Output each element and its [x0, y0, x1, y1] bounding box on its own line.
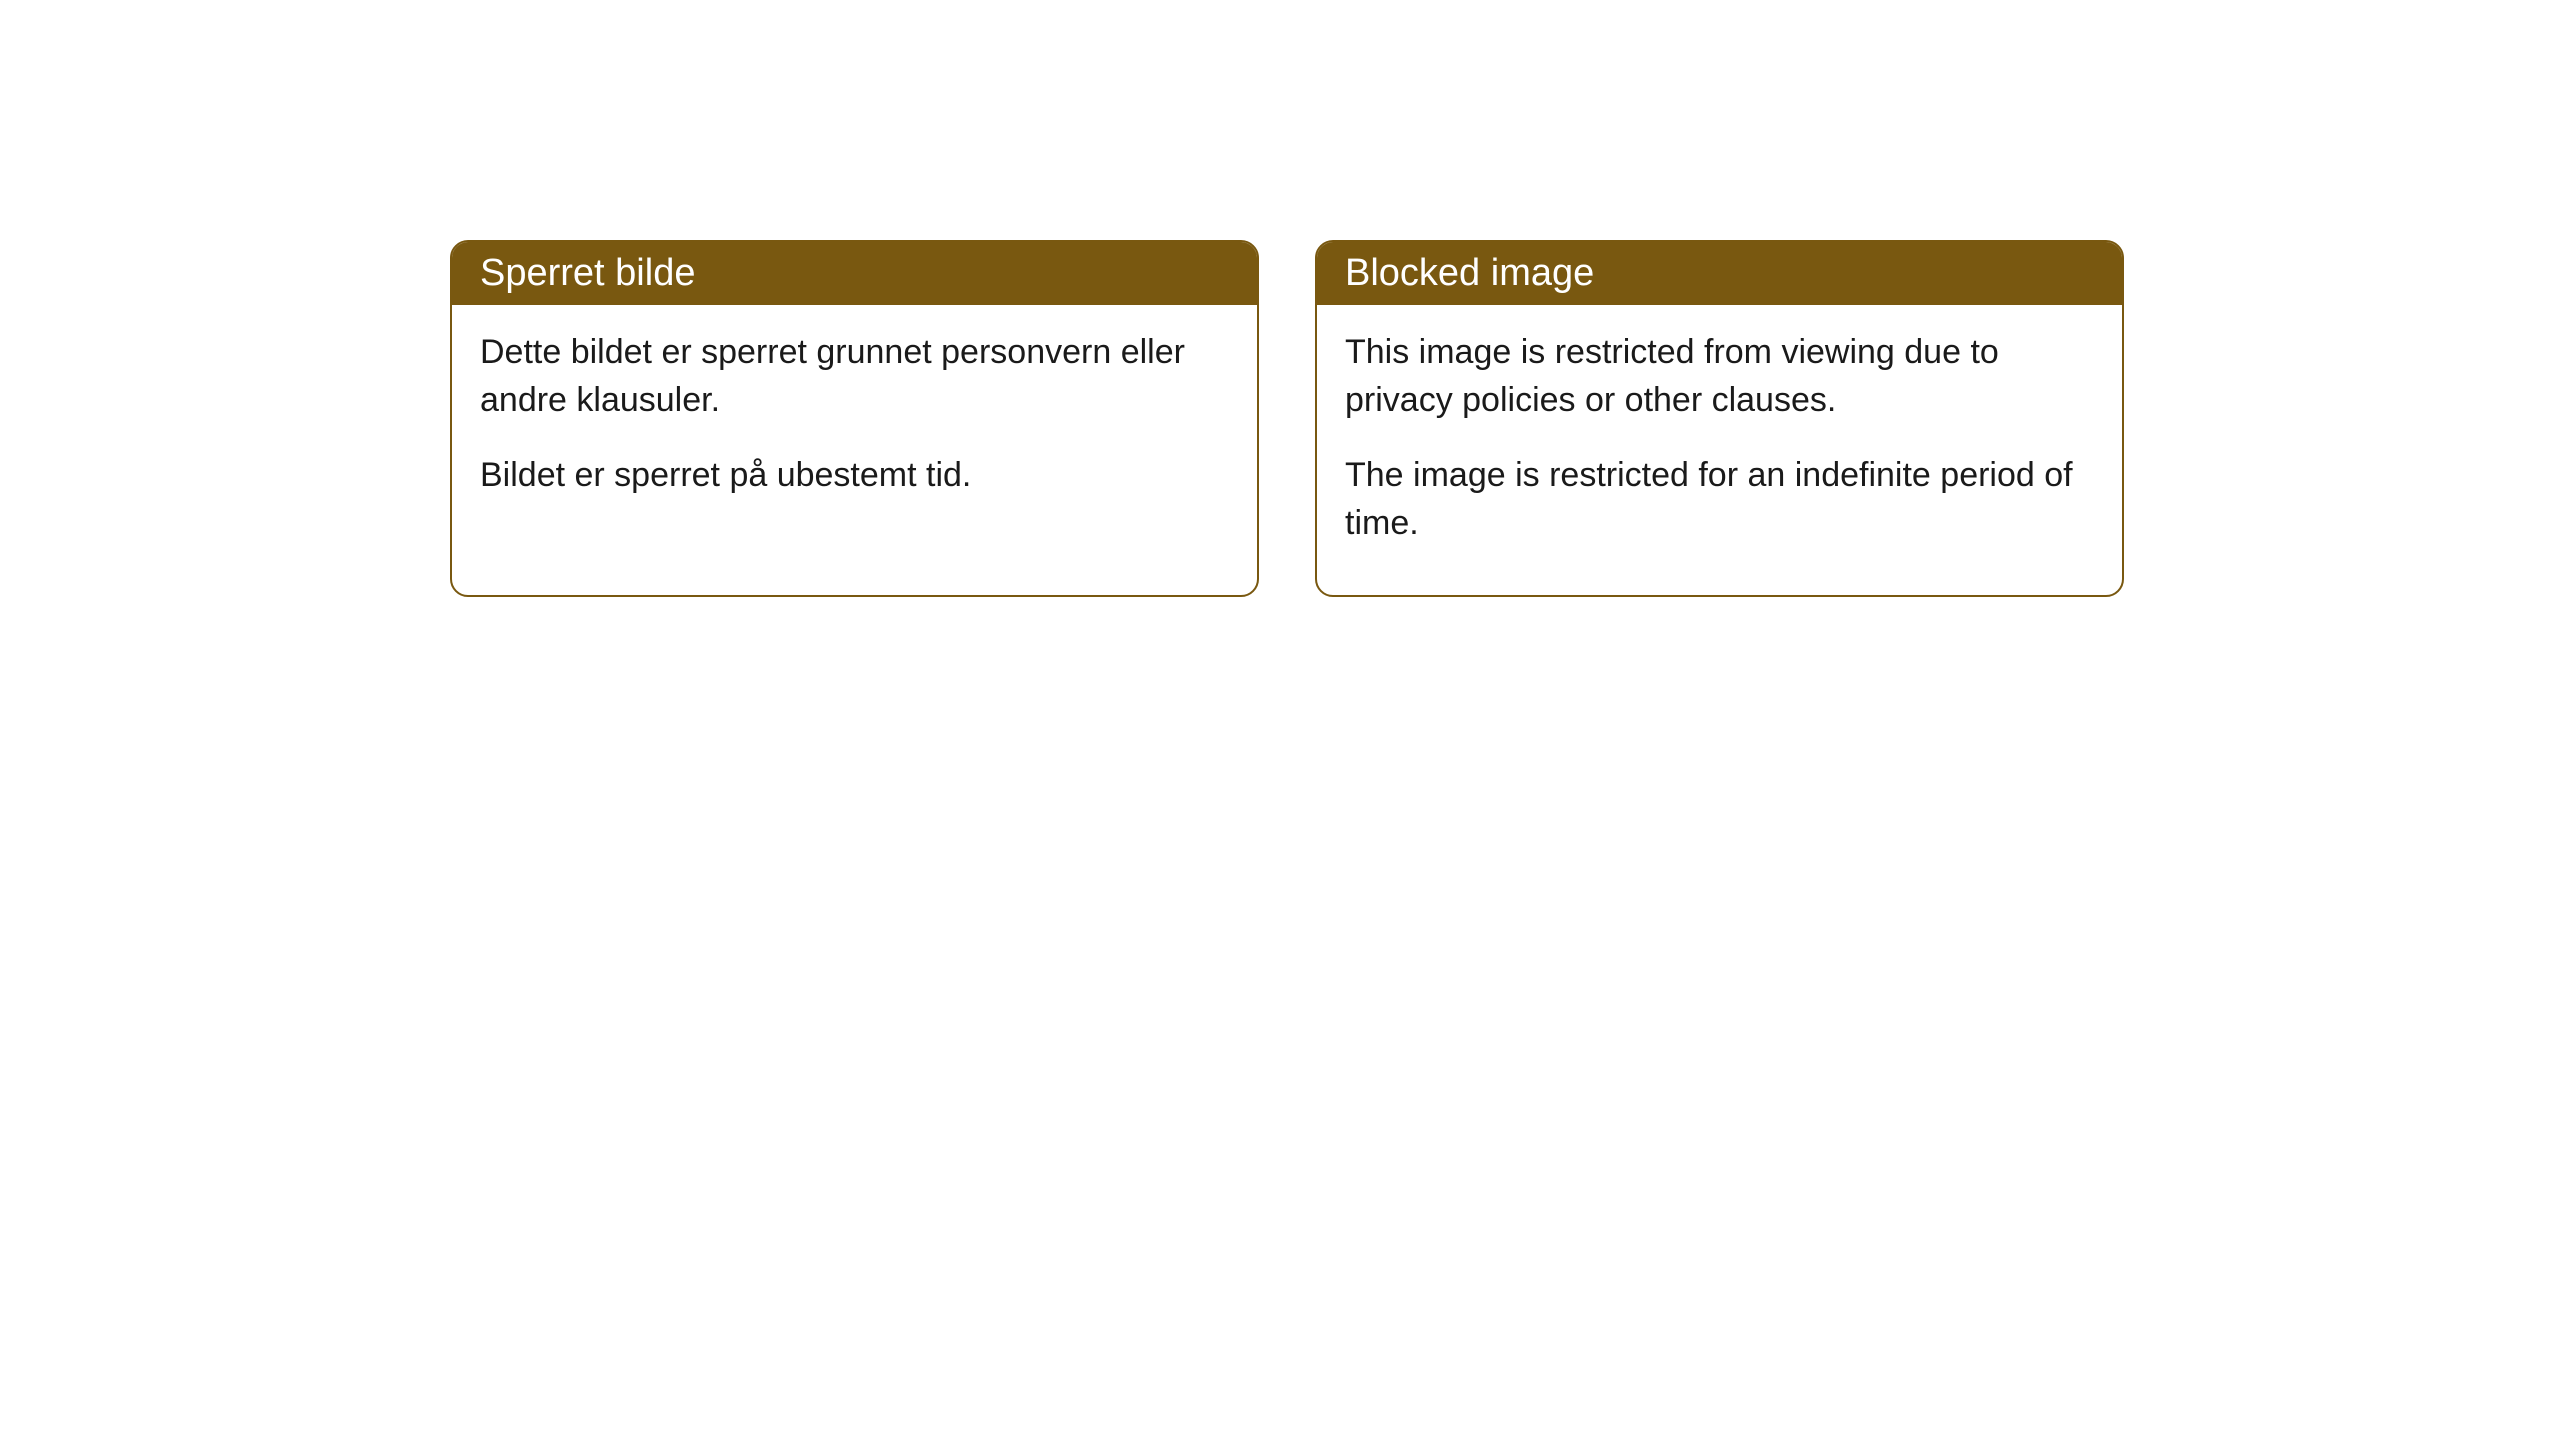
notice-paragraph-1-en: This image is restricted from viewing du…	[1345, 329, 2094, 424]
card-body-norwegian: Dette bildet er sperret grunnet personve…	[452, 305, 1257, 548]
notice-paragraph-1-no: Dette bildet er sperret grunnet personve…	[480, 329, 1229, 424]
card-header-english: Blocked image	[1317, 242, 2122, 305]
card-body-english: This image is restricted from viewing du…	[1317, 305, 2122, 595]
notice-container: Sperret bilde Dette bildet er sperret gr…	[450, 240, 2124, 597]
card-header-norwegian: Sperret bilde	[452, 242, 1257, 305]
notice-paragraph-2-en: The image is restricted for an indefinit…	[1345, 452, 2094, 547]
notice-card-english: Blocked image This image is restricted f…	[1315, 240, 2124, 597]
notice-paragraph-2-no: Bildet er sperret på ubestemt tid.	[480, 452, 1229, 500]
notice-card-norwegian: Sperret bilde Dette bildet er sperret gr…	[450, 240, 1259, 597]
